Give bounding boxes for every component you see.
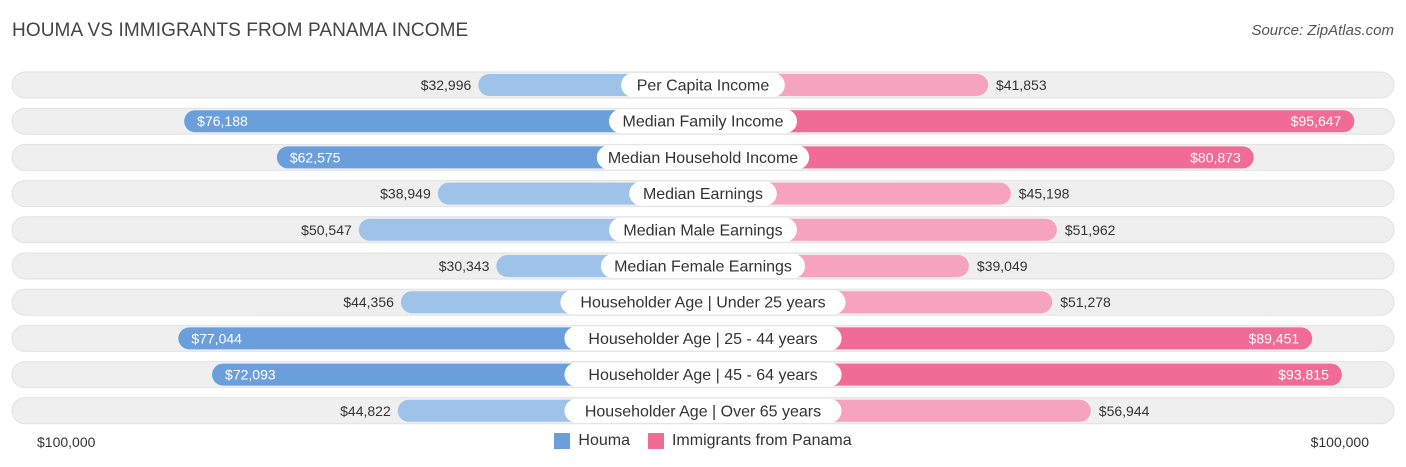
value-label-houma: $30,343 [439, 258, 490, 274]
category-label: Median Earnings [643, 186, 763, 203]
value-label-panama: $89,451 [1249, 330, 1300, 346]
value-label-houma: $72,093 [225, 367, 276, 383]
axis-left-label: $100,000 [37, 434, 96, 450]
category-pill [621, 73, 785, 97]
category-pill [596, 145, 810, 170]
income-chart: $32,996 $41,853 Per Capita Income $76,188 $9… [11, 71, 1395, 425]
category-label: Householder Age | Over 65 years [585, 403, 821, 420]
category-label: Median Family Income [623, 114, 784, 131]
value-label-houma: $76,188 [197, 113, 248, 129]
category-pill [564, 326, 842, 351]
category-pill [609, 217, 797, 242]
legend-swatch-panama [647, 433, 664, 449]
value-label-panama: $51,962 [1065, 222, 1116, 238]
category-label: Median Female Earnings [614, 259, 792, 276]
value-label-panama: $80,873 [1190, 149, 1241, 165]
category-pill [629, 181, 777, 206]
bar-panama [693, 146, 1254, 169]
legend-label-houma: Houma [578, 432, 630, 449]
source-note: Source: ZipAtlas.com [1251, 22, 1394, 39]
category-label: Median Male Earnings [623, 222, 782, 239]
value-label-houma: $50,547 [301, 222, 352, 238]
value-label-houma: $32,996 [421, 77, 472, 93]
value-label-houma: $77,044 [191, 330, 242, 346]
bar-panama [693, 110, 1355, 133]
category-pill [560, 290, 846, 315]
axis-right-label: $100,000 [1310, 434, 1369, 450]
bar-panama [693, 363, 1342, 386]
value-label-panama: $41,853 [996, 77, 1047, 93]
value-label-panama: $45,198 [1019, 186, 1070, 202]
category-label: Householder Age | 25 - 44 years [588, 331, 817, 348]
value-label-panama: $93,815 [1278, 367, 1329, 383]
value-label-panama: $95,647 [1291, 113, 1342, 129]
value-label-houma: $62,575 [290, 149, 341, 165]
value-label-panama: $56,944 [1099, 403, 1150, 419]
legend-item-panama: Immigrants from Panama [647, 432, 852, 450]
value-label-houma: $38,949 [380, 186, 431, 202]
category-pill [564, 398, 842, 423]
value-label-houma: $44,822 [340, 403, 391, 419]
category-label: Householder Age | Under 25 years [580, 295, 825, 312]
category-pill [600, 254, 806, 278]
category-pill [564, 362, 842, 387]
value-label-houma: $44,356 [343, 294, 394, 310]
category-label: Median Household Income [608, 150, 798, 167]
value-label-panama: $39,049 [977, 258, 1028, 274]
legend-swatch-houma [554, 433, 571, 449]
bar-houma [184, 110, 713, 133]
category-label: Per Capita Income [637, 78, 770, 95]
value-label-panama: $51,278 [1060, 294, 1111, 310]
legend-label-panama: Immigrants from Panama [671, 432, 852, 449]
legend-item-houma: Houma [554, 432, 630, 450]
bar-panama [693, 327, 1313, 350]
legend: Houma Immigrants from Panama [0, 432, 1406, 450]
chart-title: HOUMA VS IMMIGRANTS FROM PANAMA INCOME [12, 20, 469, 41]
category-label: Householder Age | 45 - 64 years [588, 367, 817, 384]
category-pill [609, 109, 797, 134]
